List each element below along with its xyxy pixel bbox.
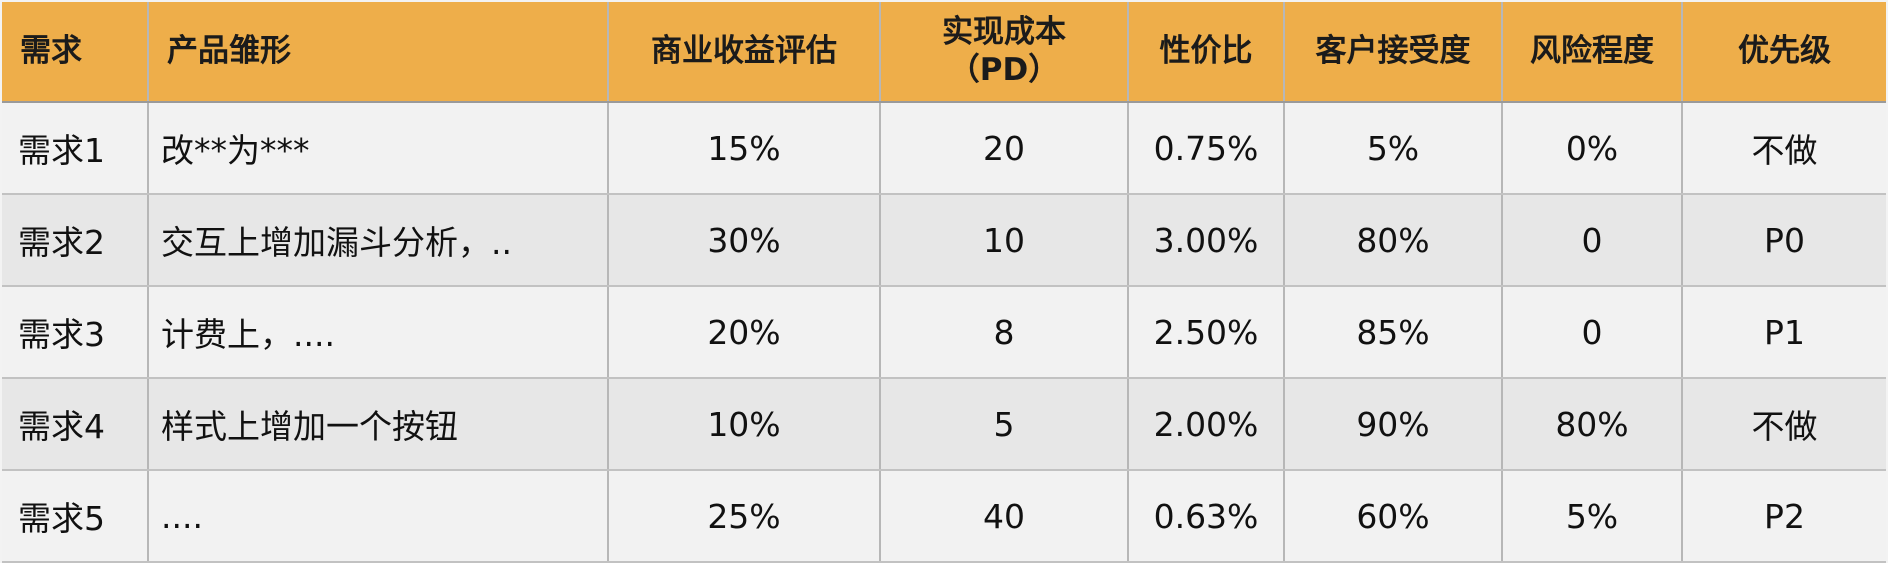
cell-customer-acceptance: 60%	[1284, 470, 1503, 563]
cell-product-prototype: ....	[148, 470, 609, 563]
header-implementation-cost: 实现成本 （PD）	[880, 2, 1129, 103]
cell-priority: P0	[1682, 194, 1886, 287]
cell-business-benefit: 10%	[608, 378, 881, 471]
cell-product-prototype: 样式上增加一个按钮	[148, 378, 609, 471]
cell-business-benefit: 15%	[608, 102, 881, 195]
cell-risk-level: 5%	[1502, 470, 1683, 563]
cell-product-prototype: 改**为***	[148, 102, 609, 195]
cell-priority: P2	[1682, 470, 1886, 563]
table-row: 需求1 改**为*** 15% 20 0.75% 5% 0% 不做	[2, 102, 1886, 195]
table-row: 需求4 样式上增加一个按钮 10% 5 2.00% 90% 80% 不做	[2, 378, 1886, 471]
cell-implementation-cost: 8	[880, 286, 1129, 379]
table-row: 需求5 .... 25% 40 0.63% 60% 5% P2	[2, 470, 1886, 563]
cell-priority: 不做	[1682, 378, 1886, 471]
header-product-prototype: 产品雏形	[148, 2, 609, 103]
cell-implementation-cost: 10	[880, 194, 1129, 287]
cell-product-prototype: 交互上增加漏斗分析，..	[148, 194, 609, 287]
cell-requirement: 需求3	[2, 286, 149, 379]
header-requirement: 需求	[2, 2, 149, 103]
cell-cost-performance: 2.50%	[1128, 286, 1285, 379]
header-row: 需求 产品雏形 商业收益评估 实现成本 （PD） 性价比 客户接受度 风险程度 …	[2, 2, 1886, 103]
cell-priority: P1	[1682, 286, 1886, 379]
header-business-benefit: 商业收益评估	[608, 2, 881, 103]
header-implementation-cost-line1: 实现成本	[942, 13, 1066, 50]
cell-risk-level: 0	[1502, 194, 1683, 287]
cell-cost-performance: 0.63%	[1128, 470, 1285, 563]
table-row: 需求3 计费上，.... 20% 8 2.50% 85% 0 P1	[2, 286, 1886, 379]
cell-implementation-cost: 20	[880, 102, 1129, 195]
cell-cost-performance: 0.75%	[1128, 102, 1285, 195]
cell-implementation-cost: 5	[880, 378, 1129, 471]
header-cost-performance: 性价比	[1128, 2, 1285, 103]
cell-business-benefit: 25%	[608, 470, 881, 563]
header-implementation-cost-line2: （PD）	[948, 51, 1060, 88]
cell-risk-level: 80%	[1502, 378, 1683, 471]
header-customer-acceptance: 客户接受度	[1284, 2, 1503, 103]
cell-customer-acceptance: 85%	[1284, 286, 1503, 379]
cell-product-prototype: 计费上，....	[148, 286, 609, 379]
table-row: 需求2 交互上增加漏斗分析，.. 30% 10 3.00% 80% 0 P0	[2, 194, 1886, 287]
cell-customer-acceptance: 5%	[1284, 102, 1503, 195]
cell-customer-acceptance: 90%	[1284, 378, 1503, 471]
cell-requirement: 需求5	[2, 470, 149, 563]
cell-business-benefit: 20%	[608, 286, 881, 379]
cell-cost-performance: 2.00%	[1128, 378, 1285, 471]
cell-risk-level: 0%	[1502, 102, 1683, 195]
cell-business-benefit: 30%	[608, 194, 881, 287]
cell-requirement: 需求2	[2, 194, 149, 287]
cell-risk-level: 0	[1502, 286, 1683, 379]
cell-requirement: 需求4	[2, 378, 149, 471]
cell-requirement: 需求1	[2, 102, 149, 195]
cell-implementation-cost: 40	[880, 470, 1129, 563]
header-risk-level: 风险程度	[1502, 2, 1683, 103]
cell-priority: 不做	[1682, 102, 1886, 195]
cell-cost-performance: 3.00%	[1128, 194, 1285, 287]
header-priority: 优先级	[1682, 2, 1886, 103]
cell-customer-acceptance: 80%	[1284, 194, 1503, 287]
